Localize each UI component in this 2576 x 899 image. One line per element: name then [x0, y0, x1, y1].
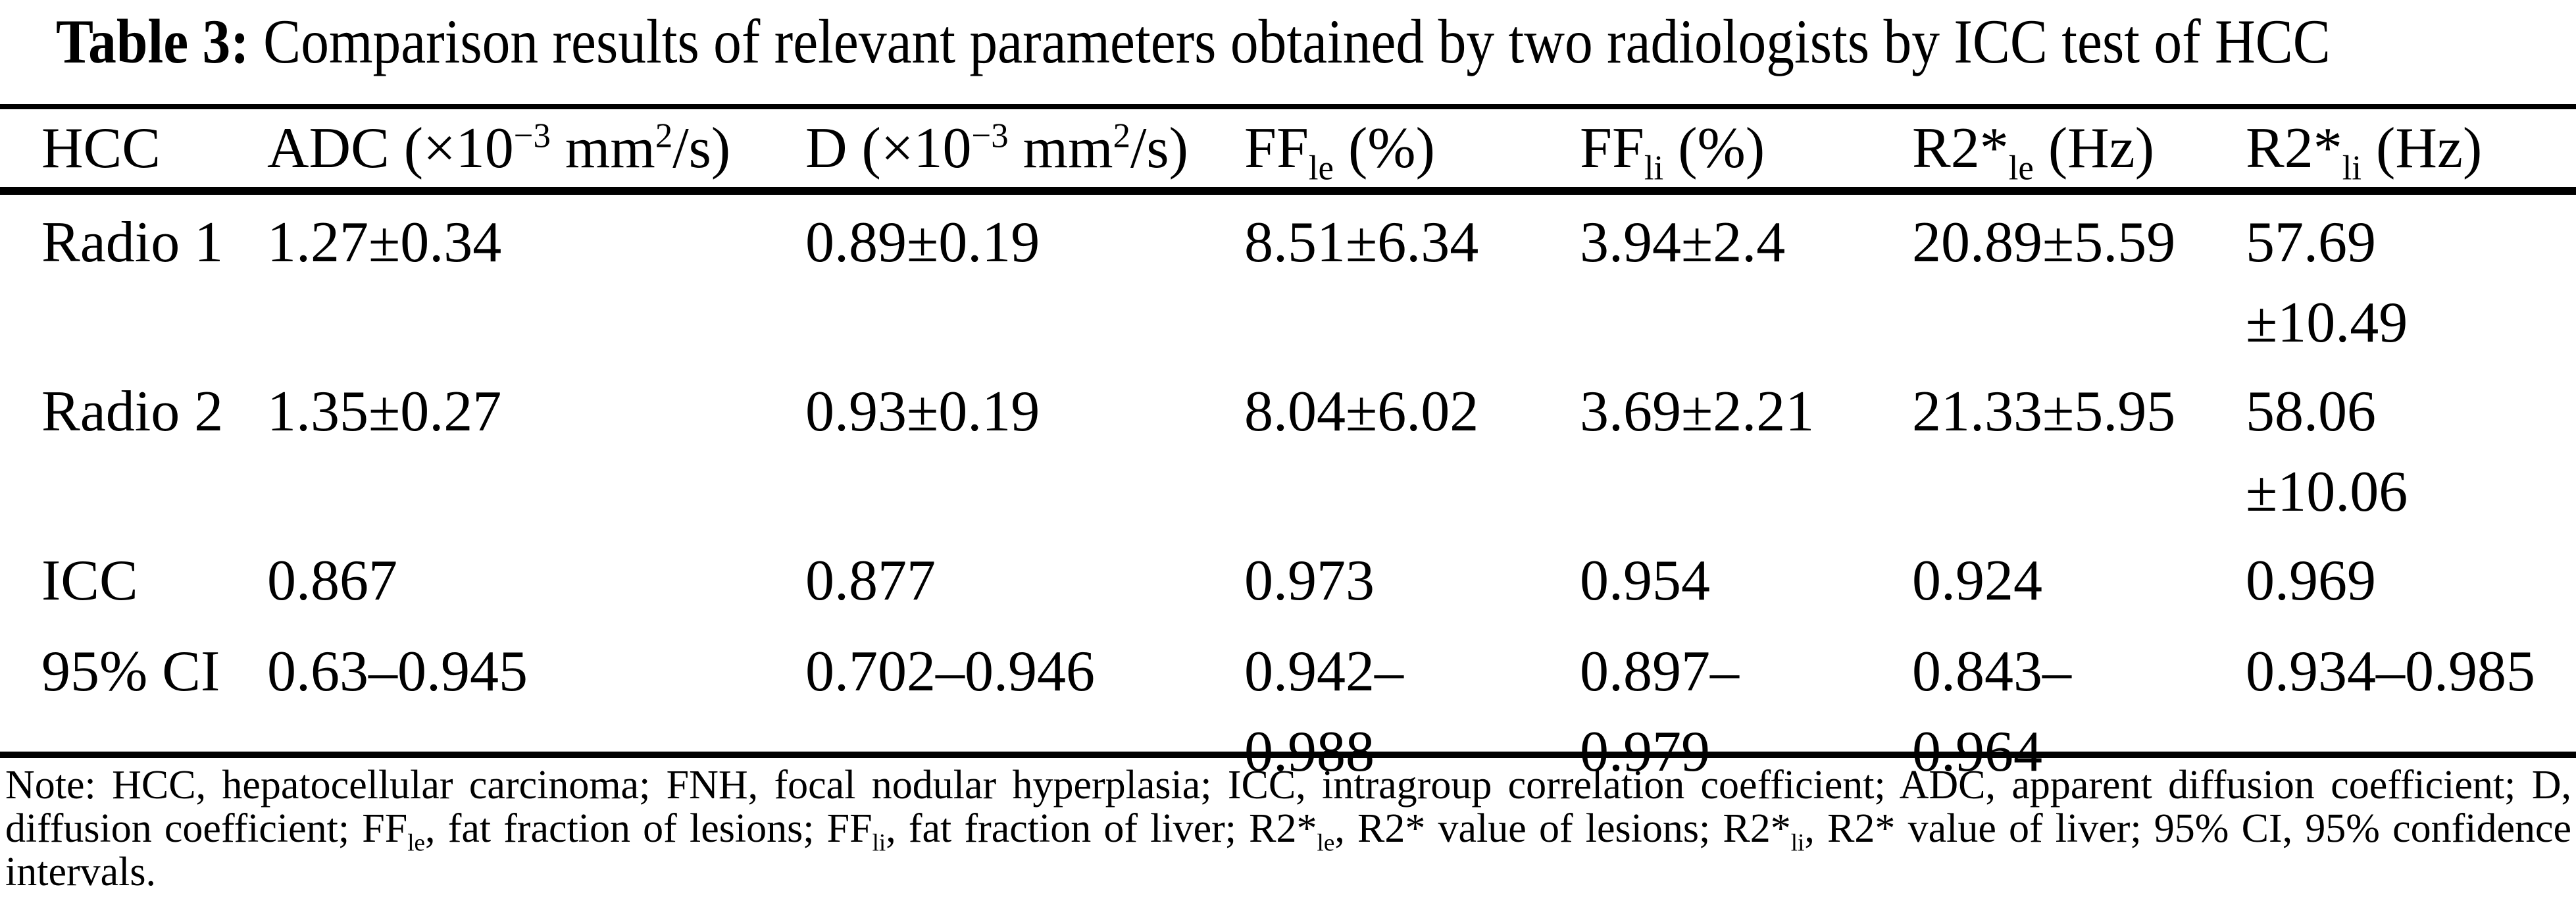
col-header-hcc: HCC	[0, 109, 266, 195]
cell-95ci-adc: 0.63–0.945	[267, 640, 528, 704]
col-header-ff-lesion: FFle (%)	[1244, 109, 1579, 195]
cell-radio1-ff-liver: 3.94±2.4	[1580, 211, 1786, 274]
cell-95ci-r2star-liver: 0.934–0.985	[2246, 640, 2535, 704]
subscript: le	[1317, 829, 1335, 857]
cell-radio1-r2star-liver: 57.69 ±10.49	[2246, 211, 2408, 355]
table-row-radio2: Radio 2 1.35±0.27 0.93±0.19 8.04±6.02 3.…	[0, 364, 2576, 533]
superscript: 2	[655, 116, 673, 155]
cell-radio2-r2star-lesion: 21.33±5.95	[1912, 380, 2176, 444]
superscript: −3	[513, 116, 551, 155]
row-label-radio2: Radio 2	[41, 380, 224, 444]
subscript: le	[407, 829, 426, 857]
cell-95ci-d: 0.702–0.946	[805, 640, 1095, 704]
table-top-rule	[0, 104, 2576, 109]
row-label-icc: ICC	[41, 549, 138, 613]
row-label-95ci: 95% CI	[41, 640, 220, 704]
table-caption-number: Table 3:	[56, 7, 249, 76]
cell-icc-ff-lesion: 0.973	[1244, 549, 1375, 613]
table-caption-text: Comparison results of relevant parameter…	[249, 7, 2331, 76]
cell-radio2-ff-lesion: 8.04±6.02	[1244, 380, 1479, 444]
cell-icc-d: 0.877	[805, 549, 936, 613]
subscript: le	[2008, 149, 2034, 188]
col-header-adc: ADC (×10−3 mm2/s)	[266, 109, 805, 195]
subscript: li	[2342, 149, 2362, 188]
cell-icc-adc: 0.867	[267, 549, 397, 613]
cell-radio1-adc: 1.27±0.34	[267, 211, 502, 274]
subscript: li	[1790, 829, 1805, 857]
subscript: le	[1308, 149, 1334, 188]
cell-radio1-ff-lesion: 8.51±6.34	[1244, 211, 1479, 274]
table-header-row: HCC ADC (×10−3 mm2/s) D (×10−3 mm2/s) FF…	[0, 109, 2576, 195]
cell-radio2-d: 0.93±0.19	[805, 380, 1040, 444]
cell-radio2-ff-liver: 3.69±2.21	[1580, 380, 1815, 444]
col-header-ff-liver: FFli (%)	[1579, 109, 1911, 195]
table-footnote: Note: HCC, hepatocellular carcinoma; FNH…	[5, 763, 2572, 894]
subscript: li	[872, 829, 886, 857]
cell-icc-ff-liver: 0.954	[1580, 549, 1710, 613]
cell-radio1-r2star-lesion: 20.89±5.59	[1912, 211, 2176, 274]
superscript: 2	[1113, 116, 1130, 155]
cell-radio1-d: 0.89±0.19	[805, 211, 1040, 274]
table-bottom-rule	[0, 752, 2576, 758]
col-header-d: D (×10−3 mm2/s)	[805, 109, 1244, 195]
table-row-radio1: Radio 1 1.27±0.34 0.89±0.19 8.51±6.34 3.…	[0, 191, 2576, 364]
cell-icc-r2star-liver: 0.969	[2246, 549, 2376, 613]
table-row-icc: ICC 0.867 0.877 0.973 0.954 0.924 0.969	[0, 533, 2576, 624]
cell-radio2-r2star-liver: 58.06 ±10.06	[2246, 380, 2408, 524]
col-header-r2star-liver: R2*li (Hz)	[2245, 109, 2576, 195]
cell-icc-r2star-lesion: 0.924	[1912, 549, 2042, 613]
superscript: −3	[971, 116, 1009, 155]
table-caption: Table 3: Comparison results of relevant …	[56, 5, 2331, 78]
row-label-radio1: Radio 1	[41, 211, 224, 274]
col-header-r2star-lesion: R2*le (Hz)	[1911, 109, 2245, 195]
icc-comparison-table: HCC ADC (×10−3 mm2/s) D (×10−3 mm2/s) FF…	[0, 109, 2576, 793]
subscript: li	[1644, 149, 1664, 188]
cell-radio2-adc: 1.35±0.27	[267, 380, 502, 444]
